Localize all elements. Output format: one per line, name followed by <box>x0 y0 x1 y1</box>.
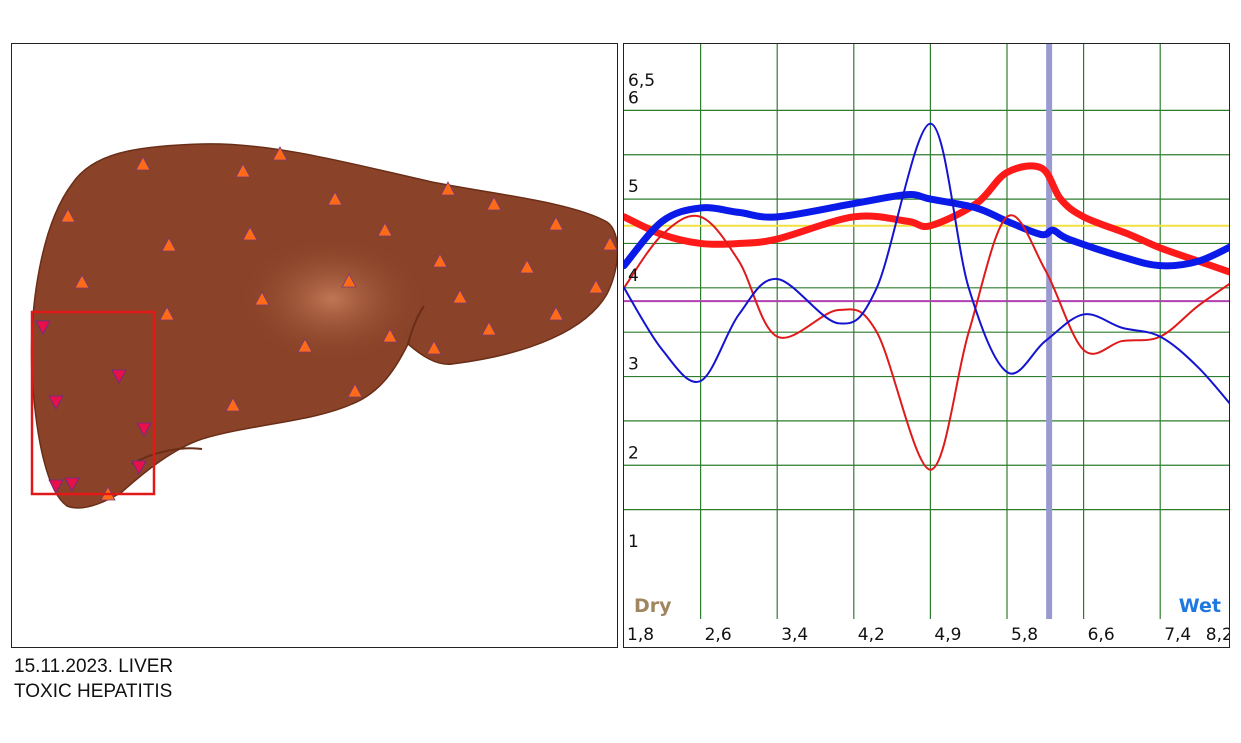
liver-highlight <box>237 234 427 364</box>
reference-lines <box>624 44 1229 647</box>
marker-up-icon <box>235 163 251 178</box>
series-line-4 <box>624 122 1229 405</box>
marker-up-icon <box>440 181 456 196</box>
marker-up-icon <box>602 236 617 251</box>
series-line-3 <box>624 214 1229 471</box>
x-end-label-wet: Wet <box>1179 595 1221 617</box>
marker-up-icon <box>341 273 357 288</box>
x-tick-label: 6,6 <box>1088 625 1115 645</box>
x-tick-label: 1,8 <box>627 625 654 645</box>
marker-down-icon <box>131 460 147 475</box>
liver-fissure <box>407 305 425 345</box>
liver-illustration <box>30 143 617 509</box>
x-tick-label: 2,6 <box>705 625 732 645</box>
marker-up-icon <box>486 196 502 211</box>
marker-down-icon <box>48 479 64 494</box>
marker-up-icon <box>519 259 535 274</box>
marker-up-icon <box>347 383 363 398</box>
marker-up-icon <box>481 321 497 336</box>
marker-up-icon <box>426 340 442 355</box>
marker-down-icon <box>64 477 80 492</box>
marker-up-icon <box>382 328 398 343</box>
marker-up-icon <box>60 208 76 223</box>
marker-up-icon <box>548 216 564 231</box>
liver-panel <box>11 43 618 648</box>
series-layer <box>624 122 1229 471</box>
x-tick-label: 8,2 <box>1206 625 1229 645</box>
y-tick-label: 2 <box>628 443 639 463</box>
x-tick-label: 3,4 <box>781 625 808 645</box>
marker-up-icon <box>452 289 468 304</box>
marker-down-icon <box>48 395 64 410</box>
marker-down-icon <box>136 422 152 437</box>
x-tick-label: 4,9 <box>934 625 961 645</box>
selection-box[interactable] <box>30 310 156 496</box>
y-tick-label: 3 <box>628 355 639 375</box>
y-tick-label: 4 <box>628 266 639 286</box>
marker-up-icon <box>327 191 343 206</box>
y-tick-label: 6 <box>628 88 639 108</box>
marker-up-icon <box>272 146 288 161</box>
label-layer: 1,8 2,6 3,4 4,2 4,9 5,8 6,6 7,4 8,2 1 2 3 4 5 66,5 Dry W… <box>624 71 1229 647</box>
series-line-2 <box>624 191 1229 270</box>
chart-svg: 1,8 2,6 3,4 4,2 4,9 5,8 6,6 7,4 8,2 1 2 3 4 5 66,5 Dry W… <box>624 44 1229 647</box>
marker-up-icon <box>548 306 564 321</box>
marker-up-icon <box>159 306 175 321</box>
x-end-label-dry: Dry <box>634 595 672 617</box>
chart-panel: 1,8 2,6 3,4 4,2 4,9 5,8 6,6 7,4 8,2 1 2 3 4 5 6 6,5 Dry W… <box>623 43 1230 648</box>
marker-up-icon <box>135 156 151 171</box>
x-tick-label: 4,2 <box>858 625 885 645</box>
caption-date-organ: 15.11.2023. LIVER <box>14 656 174 677</box>
marker-up-icon <box>432 253 448 268</box>
marker-up-icon <box>297 338 313 353</box>
y-tick-label: 5 <box>628 177 639 197</box>
y-tick-label: 1 <box>628 532 639 552</box>
caption-diagnosis: TOXIC HEPATITIS <box>14 681 173 702</box>
marker-up-icon <box>377 222 393 237</box>
marker-up-icon <box>74 274 90 289</box>
x-tick-label: 5,8 <box>1011 625 1038 645</box>
marker-up-icon <box>242 226 258 241</box>
x-axis-band <box>624 619 1229 647</box>
grid-layer <box>624 44 1229 647</box>
marker-up-icon <box>254 291 270 306</box>
marker-up-icon <box>588 279 604 294</box>
marker-up-icon <box>225 397 241 412</box>
y-tick-label: 6,5 <box>628 71 655 91</box>
marker-up-icon <box>161 237 177 252</box>
x-tick-label: 7,4 <box>1164 625 1191 645</box>
marker-down-icon <box>35 320 51 335</box>
marker-down-icon <box>111 369 127 384</box>
